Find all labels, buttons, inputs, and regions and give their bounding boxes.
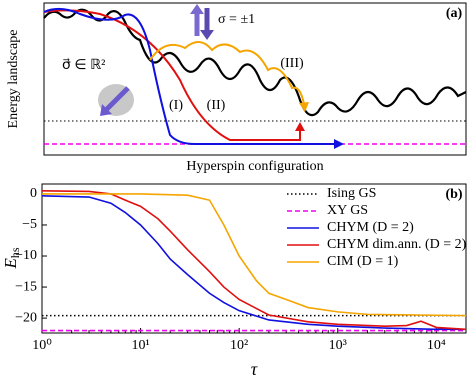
path-III (149, 41, 305, 105)
annotation: (I) (169, 98, 183, 113)
frame (43, 2, 467, 156)
annotation: (II) (207, 98, 226, 113)
legend-label: CHYM (D = 2) (327, 220, 414, 235)
y-tick-label: −5 (22, 217, 37, 232)
legend-label: XY GS (327, 203, 368, 218)
x-tick-label: 10⁰ (32, 338, 52, 353)
path-II (43, 9, 301, 141)
y-label-main: E (1, 258, 20, 270)
annotation: σ⃗ ∈ ℝ² (62, 58, 105, 73)
panel-label: (b) (445, 187, 462, 202)
x-axis-label: Hyperspin configuration (186, 159, 323, 174)
arrowhead (334, 139, 344, 149)
panel-b: (b) τ Ehs 10⁰ 10¹ 10² 10³ 10⁴ 0 −5 −10 −15 −20 Isi… (1, 183, 467, 379)
arrowhead (200, 30, 214, 40)
arrowhead (190, 4, 204, 14)
y-axis-label: Energy landscape (6, 30, 21, 129)
legend-label: CHYM dim.ann. (D = 2) (327, 237, 467, 252)
series-line (42, 193, 467, 317)
y-axis-label: Ehs (1, 247, 22, 269)
x-tick-label: 10³ (329, 338, 347, 353)
legend-label: Ising GS (327, 186, 376, 201)
frame (41, 183, 467, 334)
arrowhead (100, 104, 112, 116)
series-line (41, 190, 467, 331)
y-label-sub: hs (8, 247, 22, 258)
y-tick-label: −15 (15, 279, 37, 294)
arrowhead (299, 102, 309, 112)
series-line (41, 194, 466, 331)
annotation: σ = ±1 (218, 12, 255, 27)
x-tick-label: 10¹ (131, 338, 149, 353)
x-axis-label: τ (251, 359, 258, 379)
x-tick-label: 10⁴ (427, 338, 446, 353)
x-tick-label: 10² (230, 338, 248, 353)
spin-arrow (104, 86, 130, 112)
arrowhead (295, 122, 305, 131)
y-tick-label: −20 (15, 310, 37, 325)
y-tick-label: −10 (15, 248, 37, 263)
legend-label: CIM (D = 1) (327, 254, 399, 269)
y-tick-label: 0 (30, 186, 37, 201)
annotation: (III) (280, 56, 304, 71)
panel-a: (a) Energy landscape Hyperspin configura… (6, 2, 467, 174)
panel-label: (a) (446, 6, 463, 21)
path-I (43, 8, 335, 145)
